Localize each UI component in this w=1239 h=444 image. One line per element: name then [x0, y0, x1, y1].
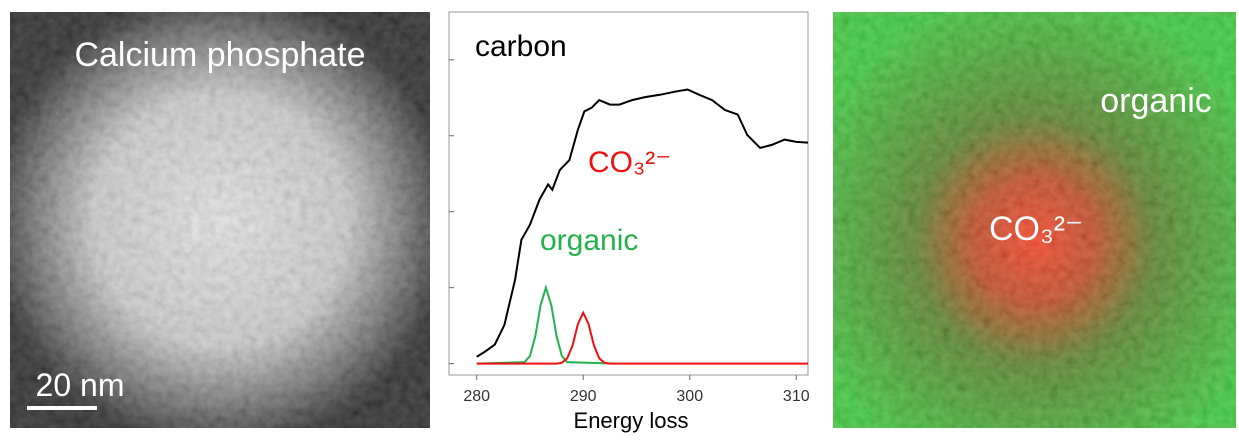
- x-tick-label: 280: [463, 388, 490, 405]
- x-tick-label: 290: [570, 388, 597, 405]
- scale-bar-label: 20 nm: [36, 367, 125, 403]
- x-tick-label: 310: [783, 388, 810, 405]
- spectrum-chart: carbon Energy loss 280 290 300 310 organic CO…: [449, 12, 810, 433]
- series-label: organic: [540, 224, 638, 257]
- image-noise: [10, 12, 430, 428]
- chart-title: carbon: [475, 30, 567, 63]
- figure: Calcium phosphate 20 nm organic CO₃²⁻ ca…: [0, 0, 1239, 439]
- x-axis-label: Energy loss: [574, 408, 689, 433]
- series-label: CO₃²⁻: [588, 146, 671, 179]
- plot-frame: [449, 12, 808, 375]
- x-tick-label: 300: [676, 388, 703, 405]
- map-label: organic: [1100, 82, 1212, 120]
- image-label: Calcium phosphate: [74, 36, 365, 74]
- map-label: CO₃²⁻: [989, 210, 1083, 248]
- page: Calcium phosphate 20 nm organic CO₃²⁻ ca…: [0, 0, 1239, 444]
